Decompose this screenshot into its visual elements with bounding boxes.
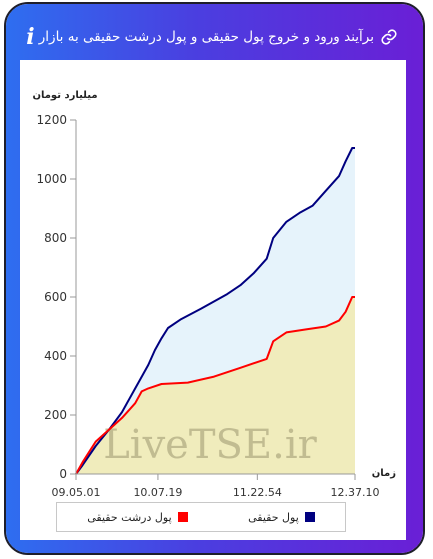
series-line-1 xyxy=(75,296,355,475)
x-tick-label: 11.22.54 xyxy=(233,486,282,499)
card-frame xyxy=(4,2,425,555)
legend: پول حقیقی پول درشت حقیقی xyxy=(56,502,346,532)
y-tick-label: 200 xyxy=(44,408,67,422)
info-icon[interactable]: i xyxy=(26,24,35,50)
legend-label-real-money: پول حقیقی xyxy=(248,510,299,524)
x-axis-label: زمان xyxy=(372,468,396,479)
series-line-0 xyxy=(75,147,355,475)
y-tick-label: 400 xyxy=(44,349,67,363)
y-tick-label: 0 xyxy=(59,467,67,481)
title-group: برآیند ورود و خروج پول حقیقی و پول درشت … xyxy=(39,28,398,46)
legend-swatch-real-money xyxy=(304,512,315,522)
x-tick-label: 12.37.10 xyxy=(331,486,380,499)
legend-item-real-money[interactable]: پول حقیقی xyxy=(248,511,315,524)
chart-panel: LiveTSE.ir 0 200 400 600 800 1000 1200 09.05.01 1… xyxy=(20,60,406,540)
y-axis-label: میلیارد تومان xyxy=(32,90,97,101)
link-icon[interactable] xyxy=(380,28,398,46)
legend-label-big-real-money: پول درشت حقیقی xyxy=(87,510,172,524)
legend-swatch-big-real-money xyxy=(177,512,188,522)
y-tick-label: 600 xyxy=(44,290,67,304)
y-tick-label: 800 xyxy=(44,231,67,245)
line-chart: LiveTSE.ir 0 200 400 600 800 1000 1200 09.05.01 1… xyxy=(32,90,396,499)
x-tick-label: 09.05.01 xyxy=(52,486,101,499)
legend-item-big-real-money[interactable]: پول درشت حقیقی xyxy=(87,510,188,524)
x-tick-label: 10.07.19 xyxy=(133,486,182,499)
series-area-1 xyxy=(76,297,355,474)
y-tick-label: 1000 xyxy=(36,172,67,186)
watermark-text: LiveTSE.ir xyxy=(103,422,317,468)
y-tick-label: 1200 xyxy=(36,113,67,127)
chart-title: برآیند ورود و خروج پول حقیقی و پول درشت … xyxy=(38,29,374,45)
title-bar: i برآیند ورود و خروج پول حقیقی و پول درش… xyxy=(18,20,398,54)
